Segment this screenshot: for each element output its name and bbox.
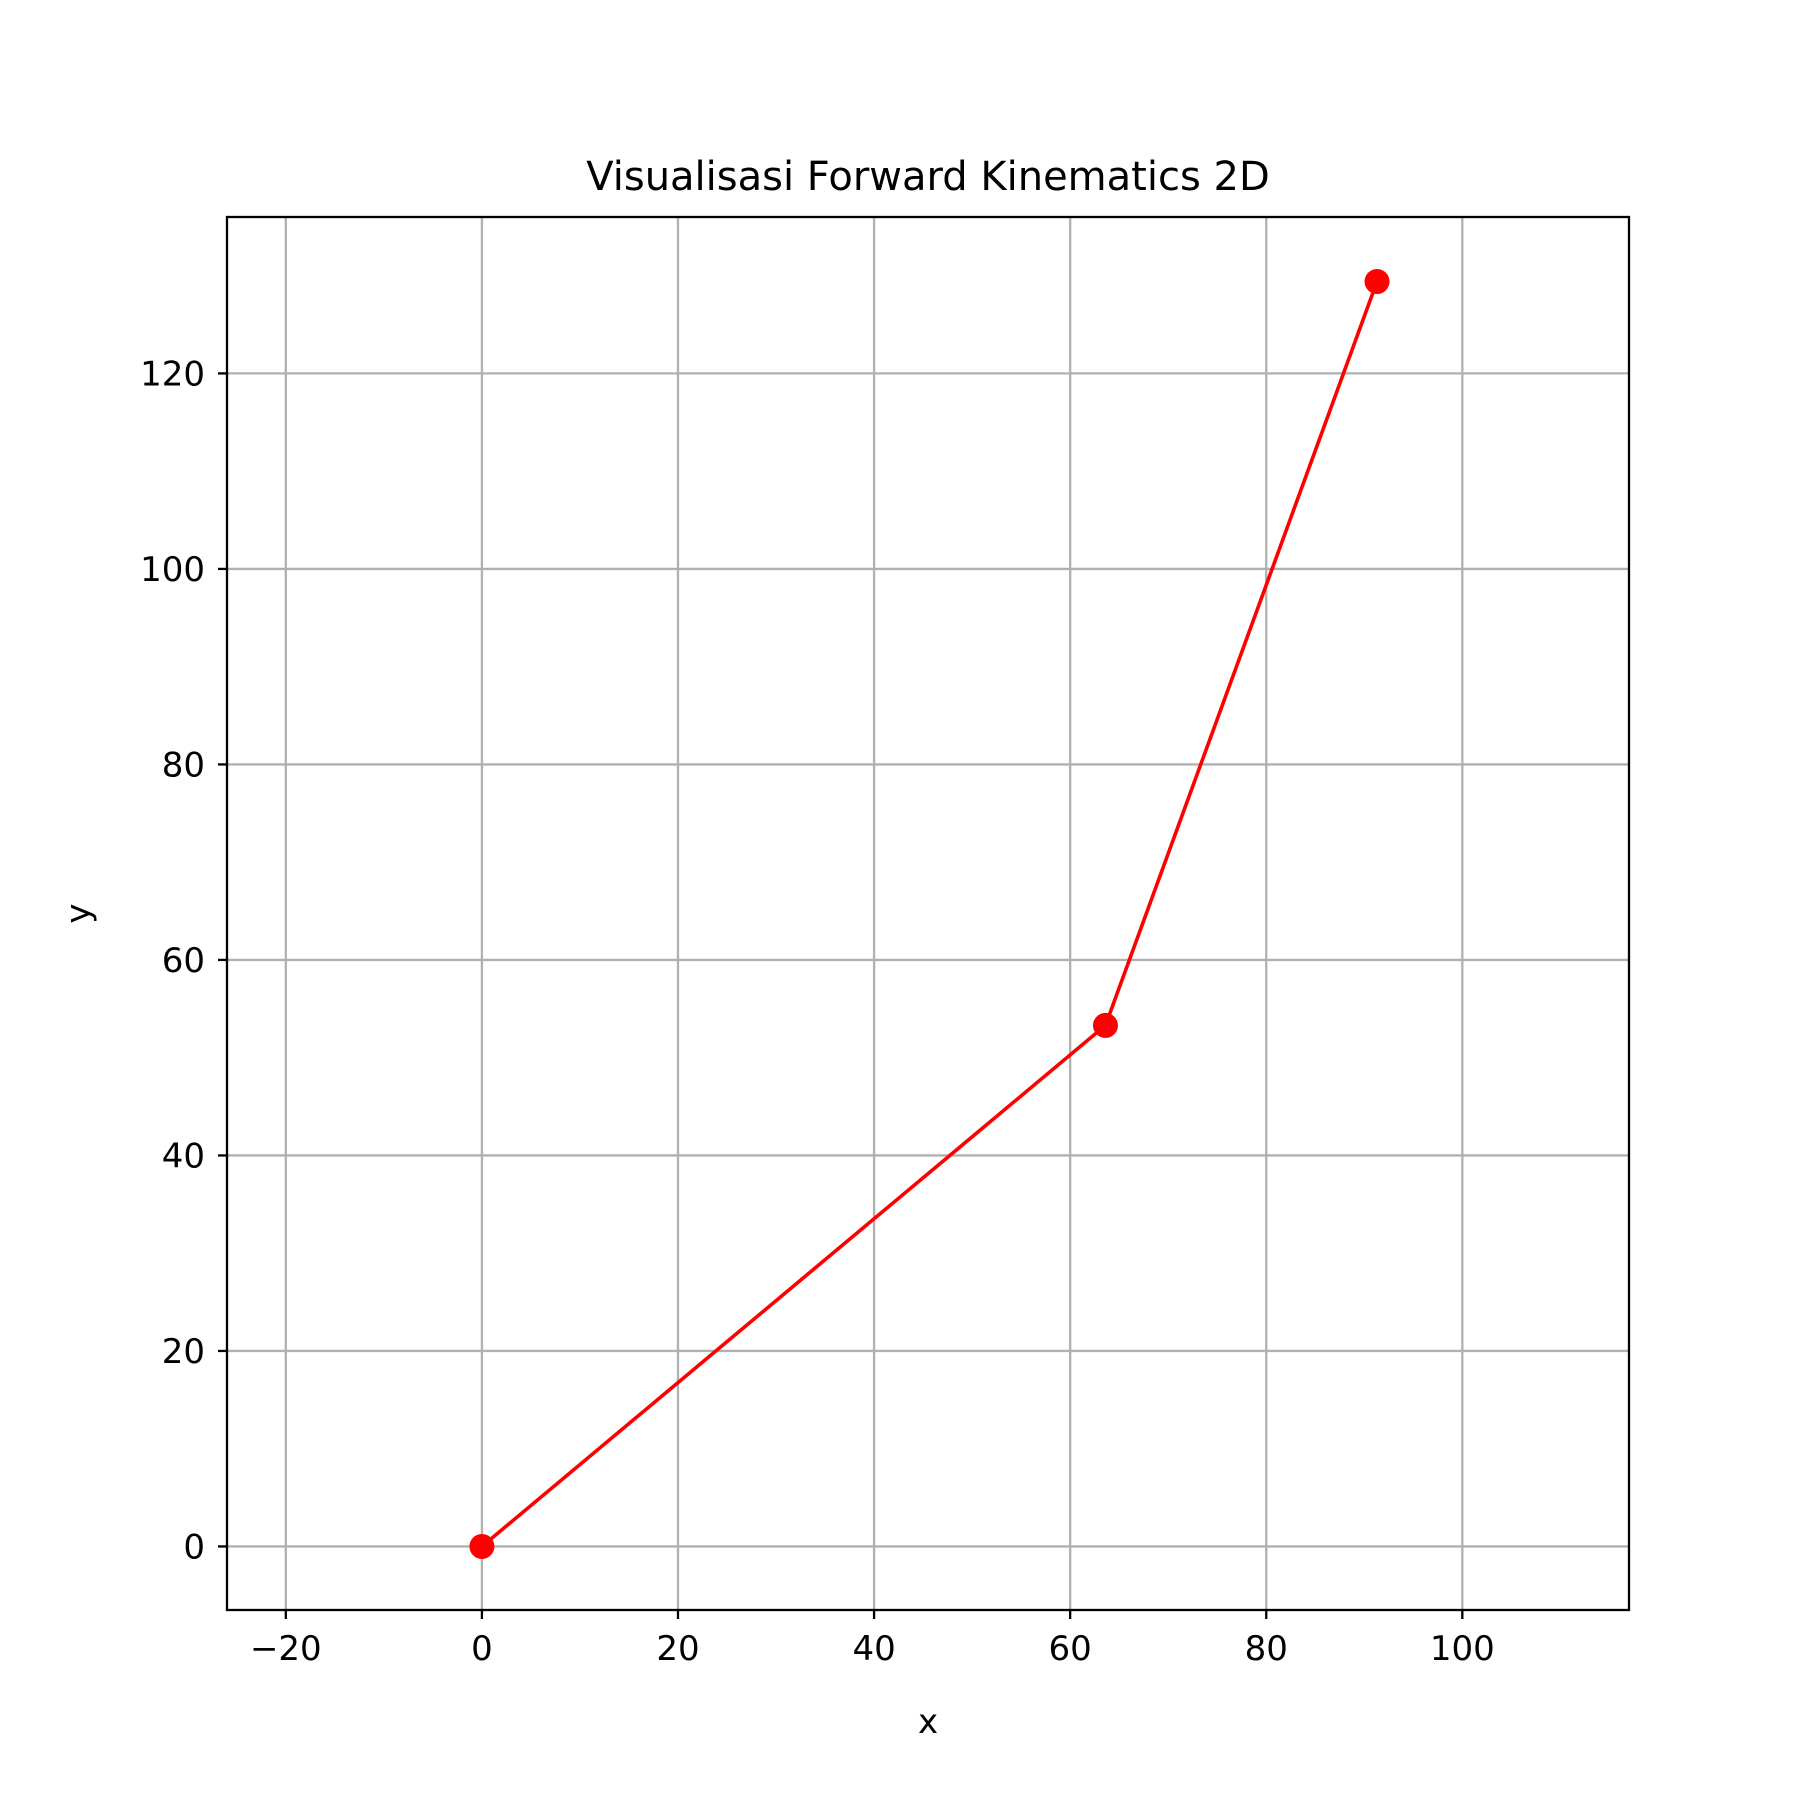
x-tick-label: 60 bbox=[1049, 1629, 1092, 1669]
axes-frame bbox=[225, 215, 1631, 1612]
y-tick-label: 60 bbox=[162, 941, 205, 981]
data-point bbox=[1092, 1012, 1118, 1038]
chart-title: Visualisasi Forward Kinematics 2D bbox=[586, 154, 1270, 200]
x-tick-label: 80 bbox=[1245, 1629, 1288, 1669]
x-tick-label: −20 bbox=[250, 1629, 322, 1669]
data-point bbox=[469, 1533, 495, 1559]
y-tick-label: 0 bbox=[183, 1527, 205, 1567]
y-tick-label: 100 bbox=[140, 550, 205, 590]
x-tick-label: 0 bbox=[471, 1629, 493, 1669]
x-tick-label: 20 bbox=[656, 1629, 699, 1669]
plot-series bbox=[469, 269, 1390, 1559]
x-axis: −20 0 20 40 60 80 100 bbox=[250, 1610, 1495, 1669]
y-axis-label: y bbox=[59, 903, 99, 923]
y-tick-label: 120 bbox=[140, 354, 205, 394]
y-tick-label: 80 bbox=[162, 745, 205, 785]
y-tick-label: 20 bbox=[162, 1332, 205, 1372]
data-point bbox=[1364, 269, 1390, 295]
x-tick-label: 100 bbox=[1430, 1629, 1495, 1669]
grid bbox=[227, 217, 1629, 1610]
x-tick-label: 40 bbox=[852, 1629, 895, 1669]
y-tick-label: 40 bbox=[162, 1136, 205, 1176]
y-axis: 0 20 40 60 80 100 120 bbox=[140, 354, 227, 1567]
x-axis-label: x bbox=[918, 1702, 938, 1742]
